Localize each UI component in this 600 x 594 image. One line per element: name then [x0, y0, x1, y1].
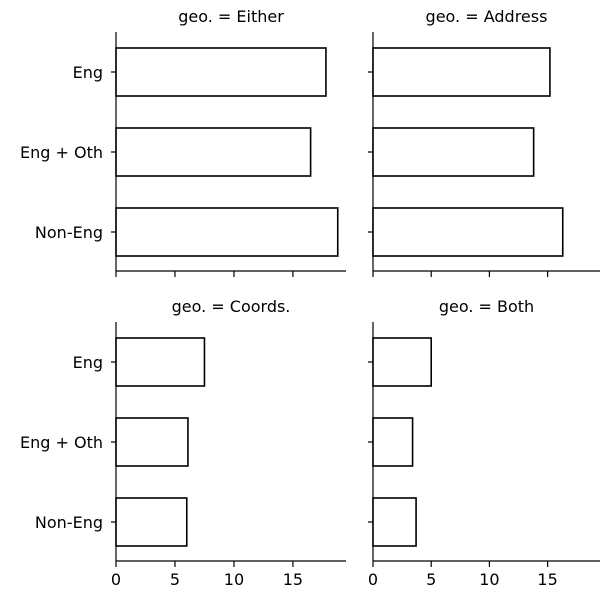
panel-geo-address: geo. = Address — [368, 7, 600, 277]
panel-title: geo. = Address — [426, 7, 548, 26]
x-tick-label: 10 — [224, 570, 244, 589]
category-label-eng: Eng — [73, 63, 103, 82]
category-label-eng-oth: Eng + Oth — [20, 433, 103, 452]
bar-eng-oth — [372, 127, 535, 177]
x-tick-label: 10 — [479, 570, 499, 589]
panel-geo-either: geo. = Either Eng Eng + Oth Non-Eng — [20, 7, 346, 277]
panel-geo-both: geo. = Both 0 5 10 15 — [368, 297, 600, 589]
bar-eng-oth — [372, 417, 414, 467]
x-tick-label: 0 — [368, 570, 378, 589]
bar-eng-oth — [115, 417, 189, 467]
bar-eng — [115, 47, 327, 97]
bar-eng-oth — [115, 127, 312, 177]
bar-eng — [372, 337, 433, 387]
x-tick-label: 5 — [426, 570, 436, 589]
bar-eng — [372, 47, 551, 97]
category-label-eng: Eng — [73, 353, 103, 372]
x-tick-label: 15 — [283, 570, 303, 589]
bar-non-eng — [372, 207, 564, 257]
x-tick-label: 15 — [537, 570, 557, 589]
category-label-eng-oth: Eng + Oth — [20, 143, 103, 162]
bar-non-eng — [372, 497, 417, 547]
panel-geo-coords: geo. = Coords. Eng Eng + Oth Non-Eng 0 5 10 15 — [20, 297, 346, 589]
panel-title: geo. = Coords. — [172, 297, 291, 316]
category-label-non-eng: Non-Eng — [35, 513, 103, 532]
x-tick-label: 5 — [170, 570, 180, 589]
category-label-non-eng: Non-Eng — [35, 223, 103, 242]
bar-non-eng — [115, 207, 339, 257]
panel-title: geo. = Either — [178, 7, 284, 26]
panel-title: geo. = Both — [439, 297, 534, 316]
bar-non-eng — [115, 497, 188, 547]
x-tick-label: 0 — [111, 570, 121, 589]
bar-eng — [115, 337, 206, 387]
